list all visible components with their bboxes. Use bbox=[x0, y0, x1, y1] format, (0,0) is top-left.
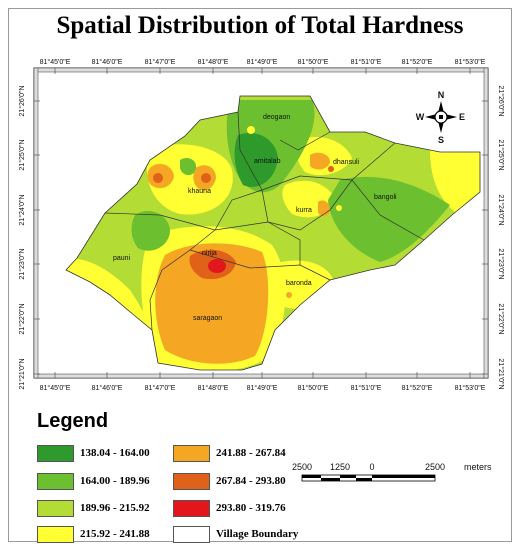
scale-tick-label: 2500 bbox=[425, 462, 445, 472]
legend-item: 189.96 - 215.92 bbox=[37, 498, 150, 518]
lon-label: 81°47'0"E bbox=[145, 384, 176, 392]
compass-rose-icon: N S E W bbox=[416, 90, 465, 145]
lon-label: 81°45'0"E bbox=[40, 58, 71, 66]
village-label: pauni bbox=[113, 255, 131, 262]
lon-label: 81°52'0"E bbox=[402, 384, 433, 392]
legend-label: Village Boundary bbox=[216, 528, 299, 540]
lon-label: 81°46'0"E bbox=[92, 384, 123, 392]
legend-swatch bbox=[173, 499, 210, 517]
study-area-boundary bbox=[65, 95, 481, 371]
lon-label: 81°51'0"E bbox=[351, 384, 382, 392]
legend-label: 215.92 - 241.88 bbox=[80, 528, 150, 540]
scale-tick-label: 2500 bbox=[292, 462, 312, 472]
lat-label: 21°24'0"N bbox=[497, 194, 505, 225]
north-label: N bbox=[438, 90, 445, 100]
lat-label: 21°26'0"N bbox=[18, 85, 26, 116]
lon-label: 81°50'0"E bbox=[298, 384, 329, 392]
lat-label: 21°22'0"N bbox=[18, 303, 26, 334]
legend-item: 215.92 - 241.88 bbox=[37, 524, 150, 544]
legend-item: 267.84 - 293.80 bbox=[173, 471, 286, 491]
legend-swatch bbox=[37, 472, 74, 490]
legend-item: 241.88 - 267.84 bbox=[173, 443, 286, 463]
lon-label: 81°47'0"E bbox=[145, 58, 176, 66]
lat-label: 21°25'0"N bbox=[18, 139, 26, 170]
village-label: bangoli bbox=[374, 194, 397, 201]
village-label: baronda bbox=[286, 280, 312, 287]
legend-label: 164.00 - 189.96 bbox=[80, 475, 150, 487]
lon-label: 81°46'0"E bbox=[92, 58, 123, 66]
legend-item: 138.04 - 164.00 bbox=[37, 443, 150, 463]
lon-label: 81°45'0"E bbox=[40, 384, 71, 392]
village-label: khauna bbox=[188, 188, 211, 195]
lat-label: 21°26'0"N bbox=[497, 85, 505, 116]
west-label: W bbox=[416, 112, 425, 122]
lon-label: 81°53'0"E bbox=[455, 58, 486, 66]
legend-title: Legend bbox=[37, 410, 109, 432]
legend-item: Village Boundary bbox=[173, 524, 298, 544]
legend-label: 138.04 - 164.00 bbox=[80, 447, 150, 459]
map-title: Spatial Distribution of Total Hardness bbox=[56, 12, 464, 39]
lat-label: 21°21'0"N bbox=[497, 358, 505, 389]
legend-label: 293.80 - 319.76 bbox=[216, 502, 286, 514]
lon-label: 81°51'0"E bbox=[351, 58, 382, 66]
scale-unit: meters bbox=[464, 462, 492, 472]
legend-swatch bbox=[173, 444, 210, 462]
lat-label: 21°24'0"N bbox=[18, 194, 26, 225]
village-label: deogaon bbox=[263, 114, 290, 121]
lon-label: 81°52'0"E bbox=[402, 58, 433, 66]
village-labels: deogaon amitalab dhansuli khauna kurra b… bbox=[113, 114, 397, 322]
legend-swatch bbox=[173, 525, 210, 543]
lon-label: 81°49'0"E bbox=[247, 384, 278, 392]
lat-label: 21°25'0"N bbox=[497, 139, 505, 170]
lat-label: 21°22'0"N bbox=[497, 303, 505, 334]
scale-tick-label: 1250 bbox=[330, 462, 350, 472]
lon-label: 81°48'0"E bbox=[198, 58, 229, 66]
village-boundaries bbox=[104, 111, 425, 331]
east-label: E bbox=[459, 112, 465, 122]
legend-item: 164.00 - 189.96 bbox=[37, 471, 150, 491]
village-label: kurra bbox=[296, 207, 312, 214]
village-label: dhansuli bbox=[333, 159, 360, 166]
legend-swatch bbox=[37, 499, 74, 517]
scale-bar: 2500 1250 0 2500 meters bbox=[292, 462, 492, 482]
legend-swatch bbox=[173, 472, 210, 490]
lat-label: 21°23'0"N bbox=[18, 248, 26, 279]
legend-swatch bbox=[37, 444, 74, 462]
village-label: amitalab bbox=[254, 158, 281, 165]
village-label: nirija bbox=[202, 250, 217, 257]
scale-tick-label: 0 bbox=[369, 462, 374, 472]
village-label: saragaon bbox=[193, 315, 222, 322]
lon-label: 81°50'0"E bbox=[298, 58, 329, 66]
lon-label: 81°53'0"E bbox=[455, 384, 486, 392]
lat-label: 21°21'0"N bbox=[18, 358, 26, 389]
legend-label: 267.84 - 293.80 bbox=[216, 475, 286, 487]
lon-label: 81°48'0"E bbox=[198, 384, 229, 392]
lon-label: 81°49'0"E bbox=[247, 58, 278, 66]
legend-swatch bbox=[37, 525, 74, 543]
map-frame bbox=[8, 8, 512, 542]
legend-label: 189.96 - 215.92 bbox=[80, 502, 150, 514]
legend-label: 241.88 - 267.84 bbox=[216, 447, 286, 459]
legend-item: 293.80 - 319.76 bbox=[173, 498, 286, 518]
south-label: S bbox=[438, 135, 444, 145]
lat-label: 21°23'0"N bbox=[497, 248, 505, 279]
